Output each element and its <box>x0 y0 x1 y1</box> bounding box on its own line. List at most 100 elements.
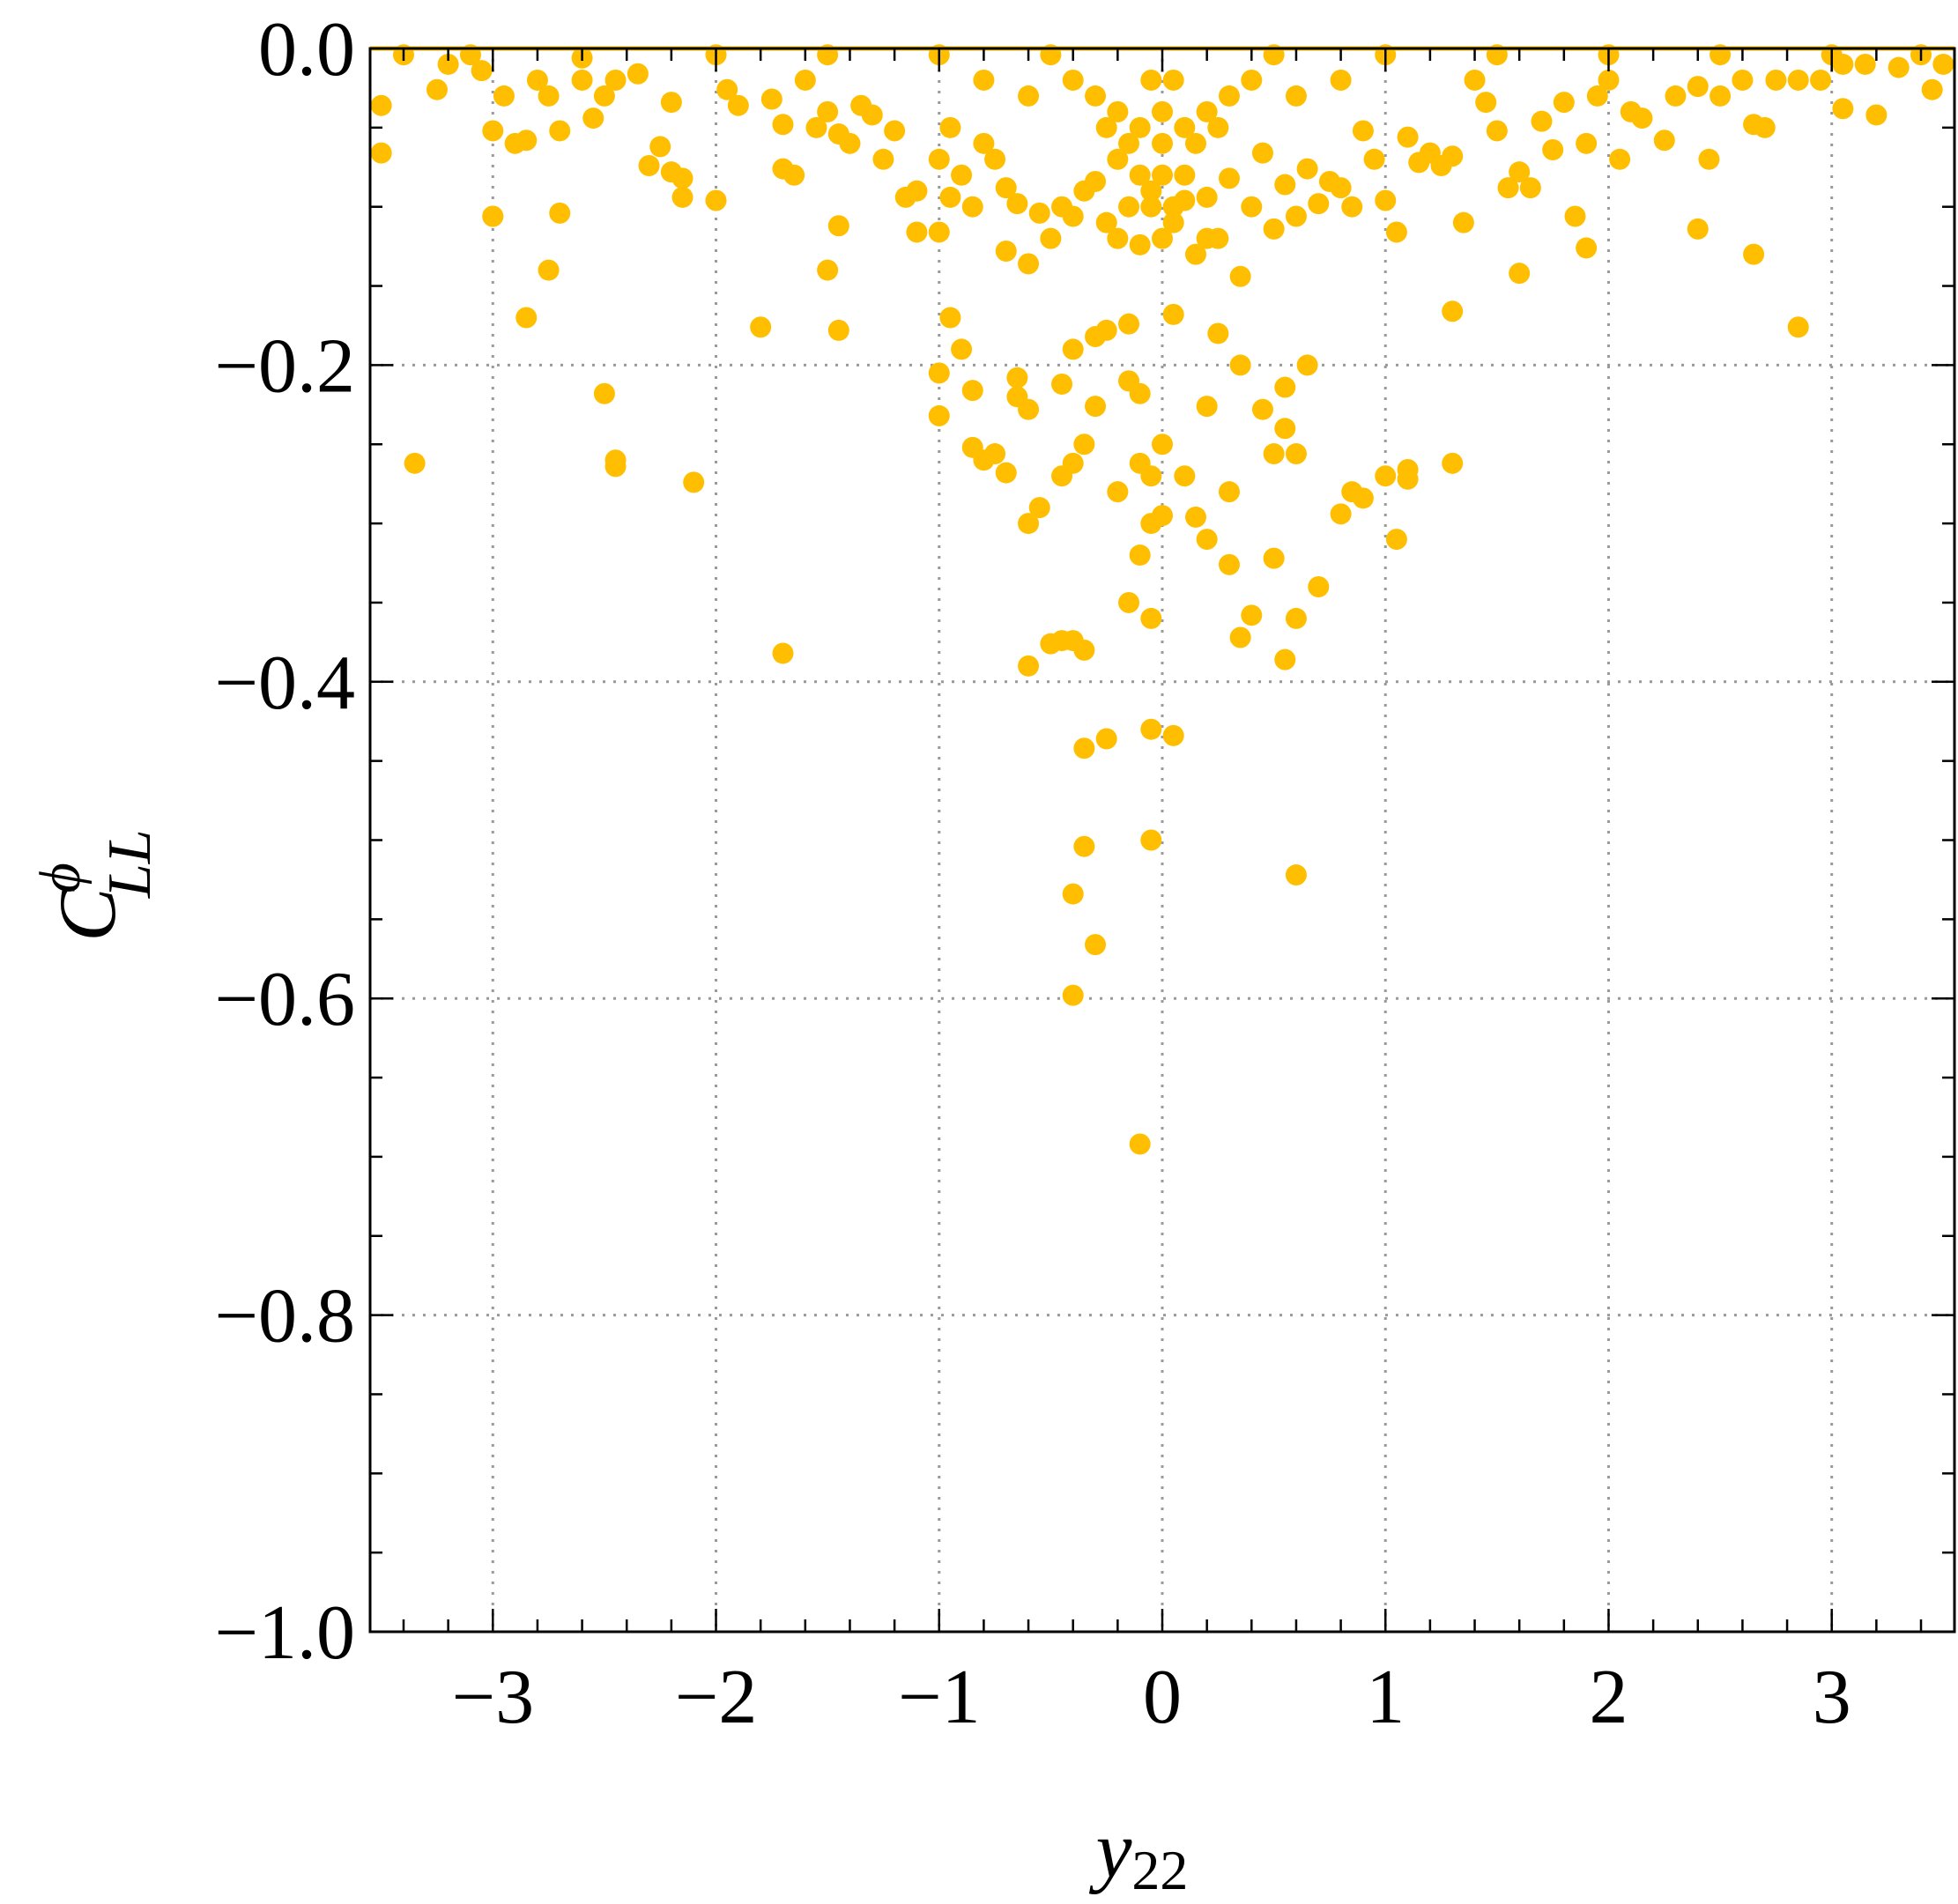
data-point <box>1129 164 1151 186</box>
data-point <box>604 69 627 91</box>
data-point <box>951 338 973 360</box>
data-point <box>1051 630 1073 652</box>
data-point <box>1341 196 1363 218</box>
data-point <box>1586 85 1608 107</box>
data-point <box>1006 193 1028 215</box>
data-point <box>1229 265 1251 287</box>
data-point <box>1140 718 1162 740</box>
data-point <box>1162 196 1184 218</box>
y-axis-title-superscript: ϕ <box>28 863 93 893</box>
data-point <box>772 114 794 136</box>
data-point <box>973 132 995 154</box>
data-point <box>1018 398 1040 420</box>
data-point <box>1475 92 1497 114</box>
data-point <box>1631 107 1653 130</box>
data-point <box>1062 984 1084 1006</box>
data-point <box>1085 934 1107 956</box>
data-point <box>1330 177 1352 199</box>
x-axis-title-main: y <box>1089 1804 1132 1894</box>
y-tick-label: −1.0 <box>214 1590 355 1676</box>
data-point <box>370 94 392 116</box>
data-point <box>1140 829 1162 851</box>
y-axis-title-main: C <box>42 886 132 942</box>
data-point <box>1162 69 1184 91</box>
data-point <box>1285 85 1307 107</box>
data-point <box>817 100 839 122</box>
data-point <box>727 94 749 116</box>
data-point <box>1274 174 1296 196</box>
data-point <box>1888 56 1910 78</box>
x-tick-label: 1 <box>1366 1655 1405 1740</box>
data-point <box>995 462 1017 484</box>
data-point <box>839 132 861 154</box>
data-point <box>1285 607 1307 629</box>
data-point <box>1497 177 1519 199</box>
data-point <box>1442 452 1464 474</box>
data-point <box>1765 69 1787 91</box>
y-axis-title-subscript: LL <box>96 829 164 899</box>
data-point <box>1285 205 1307 227</box>
data-point <box>1285 864 1307 886</box>
data-point <box>1263 218 1285 240</box>
y-tick-labels: 0.0 −0.2 −0.4 −0.6 −0.8 −1.0 <box>214 7 355 1676</box>
data-point <box>1653 130 1675 152</box>
data-point <box>1218 167 1240 189</box>
data-point <box>705 189 727 211</box>
data-point <box>1162 211 1184 233</box>
data-point <box>493 85 515 107</box>
data-point <box>1576 237 1598 259</box>
data-point <box>794 69 816 91</box>
data-point <box>593 85 615 107</box>
data-point <box>827 215 849 237</box>
data-point <box>1062 883 1084 905</box>
x-tick-label: 3 <box>1813 1655 1851 1740</box>
data-point <box>1263 547 1285 569</box>
x-tick-label: 2 <box>1589 1655 1628 1740</box>
data-point <box>482 205 504 227</box>
data-point <box>928 221 950 243</box>
data-point <box>961 380 983 402</box>
data-point <box>538 259 560 281</box>
data-point <box>928 148 950 170</box>
data-point <box>1152 164 1173 186</box>
data-point <box>1263 443 1285 465</box>
data-point <box>1196 529 1218 551</box>
data-point <box>526 69 548 91</box>
data-point <box>1129 116 1151 138</box>
data-point <box>1184 506 1206 528</box>
data-point <box>1397 468 1419 490</box>
data-point <box>515 307 538 329</box>
data-point <box>951 164 973 186</box>
data-point <box>1207 322 1229 344</box>
data-point <box>1732 69 1754 91</box>
data-point <box>1274 376 1296 398</box>
data-point <box>1040 227 1062 249</box>
data-point <box>1218 85 1240 107</box>
data-point <box>1509 161 1531 183</box>
data-point <box>1184 243 1206 265</box>
data-point <box>370 142 392 164</box>
data-point <box>1184 132 1206 154</box>
data-point <box>827 319 849 341</box>
data-point <box>984 148 1006 170</box>
data-point <box>1665 85 1687 107</box>
data-point <box>1129 1133 1151 1155</box>
data-point <box>638 154 660 176</box>
data-point <box>1152 433 1173 456</box>
data-point <box>1140 196 1162 218</box>
data-point <box>928 362 950 384</box>
data-point <box>716 78 738 100</box>
data-point <box>1095 116 1117 138</box>
data-point <box>1609 148 1631 170</box>
data-point <box>1598 69 1620 91</box>
data-point <box>571 69 593 91</box>
data-point <box>1152 227 1173 249</box>
data-point <box>1006 367 1028 389</box>
x-tick-label: −1 <box>898 1655 981 1740</box>
data-point <box>1152 132 1173 154</box>
data-point <box>1196 186 1218 208</box>
data-point <box>1118 132 1140 154</box>
data-point <box>1174 164 1196 186</box>
data-point <box>1308 575 1330 597</box>
data-point <box>1854 53 1876 75</box>
